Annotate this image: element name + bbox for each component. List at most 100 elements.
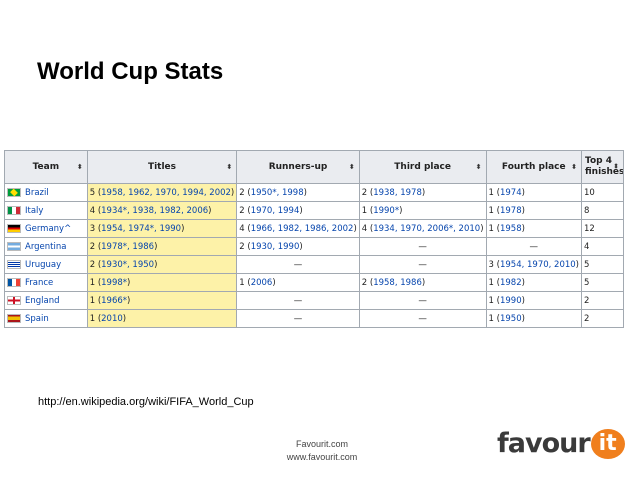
cell-third: 4 (1934, 1970, 2006*, 2010) <box>358 219 487 238</box>
cell-third: 2 (1938, 1978) <box>358 183 487 202</box>
cell-titles: 1 (1966*) <box>86 291 238 310</box>
cell-fourth: 1 (1978) <box>485 201 583 220</box>
cell-text: 1 (1978) <box>488 205 525 216</box>
cell-team: Germany^ <box>4 219 88 238</box>
england-flag-icon <box>7 295 21 305</box>
cell-text: 12 <box>584 223 595 234</box>
table-header-row: Team ⬍ Titles ⬍ Runners-up ⬍ Third place… <box>4 150 624 184</box>
cell-text: 2 (1930*, 1950) <box>89 259 158 270</box>
sort-icon[interactable]: ⬍ <box>226 163 233 171</box>
cell-team: Uruguay <box>4 255 88 274</box>
team-link[interactable]: Spain <box>25 313 49 324</box>
sort-icon[interactable]: ⬍ <box>571 163 577 171</box>
cell-text: 10 <box>584 187 595 198</box>
sort-icon[interactable]: ⬍ <box>613 162 619 171</box>
cell-text: 3 (1954, 1974*, 1990) <box>89 223 185 234</box>
brazil-flag-icon <box>7 187 21 197</box>
uruguay-flag-icon <box>7 259 21 269</box>
cell-text: 4 (1934, 1970, 2006*, 2010) <box>361 223 484 234</box>
cell-third: 1 (1990*) <box>358 201 487 220</box>
source-url[interactable]: http://en.wikipedia.org/wiki/FIFA_World_… <box>38 396 254 408</box>
column-header-team[interactable]: Team ⬍ <box>4 150 88 184</box>
cell-third: 2 (1958, 1986) <box>358 273 487 292</box>
cell-team: Argentina <box>4 237 88 256</box>
cell-third: — <box>358 255 487 274</box>
cell-fourth: 1 (1958) <box>485 219 583 238</box>
column-header-top4-finishes[interactable]: Top 4 finishes ⬍ <box>581 150 624 184</box>
footer-site-name: Favourit.com <box>295 439 348 449</box>
cell-top4: 5 <box>581 273 624 292</box>
cell-text: 2 (1970, 1994) <box>239 205 303 216</box>
team-link[interactable]: France <box>25 277 54 288</box>
team-link[interactable]: Uruguay <box>25 259 62 270</box>
column-header-titles[interactable]: Titles ⬍ <box>86 150 238 184</box>
cell-titles: 1 (1998*) <box>86 273 238 292</box>
column-header-label: Fourth place <box>501 162 566 172</box>
world-cup-stats-table: Team ⬍ Titles ⬍ Runners-up ⬍ Third place… <box>4 150 624 328</box>
cell-top4: 12 <box>581 219 624 238</box>
team-link[interactable]: Italy <box>25 205 44 216</box>
cell-titles: 5 (1958, 1962, 1970, 1994, 2002) <box>86 183 238 202</box>
cell-fourth: 1 (1982) <box>485 273 583 292</box>
cell-runners-up: 2 (1930, 1990) <box>236 237 360 256</box>
cell-top4: 4 <box>581 237 624 256</box>
table-row: England 1 (1966*) — — 1 (1990) 2 <box>4 291 624 310</box>
cell-titles: 2 (1930*, 1950) <box>86 255 238 274</box>
spain-flag-icon <box>7 313 21 323</box>
cell-runners-up: — <box>236 309 360 328</box>
team-link[interactable]: Argentina <box>25 241 67 252</box>
footer-site-url[interactable]: www.favourit.com <box>286 452 358 462</box>
cell-titles: 2 (1978*, 1986) <box>86 237 238 256</box>
cell-fourth: — <box>485 237 583 256</box>
footer-text: Favourit.com www.favourit.com <box>272 438 372 464</box>
sort-icon[interactable]: ⬍ <box>348 163 355 171</box>
cell-top4: 2 <box>581 309 624 328</box>
cell-fourth: 1 (1990) <box>485 291 583 310</box>
table-body: Brazil 5 (1958, 1962, 1970, 1994, 2002) 2 … <box>4 183 624 328</box>
italy-flag-icon <box>7 205 21 215</box>
cell-runners-up: 1 (2006) <box>236 273 360 292</box>
germany-flag-icon <box>7 223 21 233</box>
cell-text: 2 (1958, 1986) <box>361 277 426 288</box>
column-header-runners-up[interactable]: Runners-up ⬍ <box>236 150 360 184</box>
table-row: Uruguay 2 (1930*, 1950) — — 3 (1954, 1970, 2… <box>4 255 624 274</box>
cell-text: — <box>418 241 427 252</box>
cell-text: — <box>418 295 427 306</box>
column-header-label: Runners-up <box>268 162 328 172</box>
team-link[interactable]: England <box>25 295 60 306</box>
cell-third: — <box>358 291 487 310</box>
cell-text: 4 <box>584 241 590 252</box>
table-row: Italy 4 (1934*, 1938, 1982, 2006) 2 (1970,… <box>4 201 624 220</box>
cell-text: 2 (1978*, 1986) <box>89 241 158 252</box>
cell-text: 1 (2006) <box>239 277 276 288</box>
sort-icon[interactable]: ⬍ <box>76 163 83 171</box>
france-flag-icon <box>7 277 21 287</box>
cell-text: 1 (1966*) <box>89 295 131 306</box>
cell-text: — <box>418 259 427 270</box>
cell-third: — <box>358 237 487 256</box>
team-link[interactable]: Germany^ <box>25 223 72 234</box>
cell-text: 2 <box>584 313 590 324</box>
cell-fourth: 1 (1974) <box>485 183 583 202</box>
cell-fourth: 1 (1950) <box>485 309 583 328</box>
cell-text: — <box>418 313 427 324</box>
column-header-third-place[interactable]: Third place ⬍ <box>358 150 487 184</box>
favourit-logo: favour it <box>497 428 625 459</box>
cell-text: 3 (1954, 1970, 2010) <box>488 259 579 270</box>
cell-text: 1 (1990) <box>488 295 525 306</box>
cell-fourth: 3 (1954, 1970, 2010) <box>485 255 583 274</box>
cell-text: 1 (1982) <box>488 277 525 288</box>
cell-top4: 5 <box>581 255 624 274</box>
column-header-fourth-place[interactable]: Fourth place ⬍ <box>485 150 583 184</box>
logo-wordmark: favour <box>497 428 591 459</box>
cell-runners-up: 2 (1950*, 1998) <box>236 183 360 202</box>
cell-text: 2 (1930, 1990) <box>239 241 303 252</box>
cell-text: 2 <box>584 295 590 306</box>
sort-icon[interactable]: ⬍ <box>475 163 482 171</box>
team-link[interactable]: Brazil <box>25 187 49 198</box>
cell-team: England <box>4 291 88 310</box>
cell-text: 1 (1958) <box>488 223 525 234</box>
column-header-label: Third place <box>394 162 451 172</box>
cell-text: — <box>293 313 303 324</box>
cell-third: — <box>358 309 487 328</box>
